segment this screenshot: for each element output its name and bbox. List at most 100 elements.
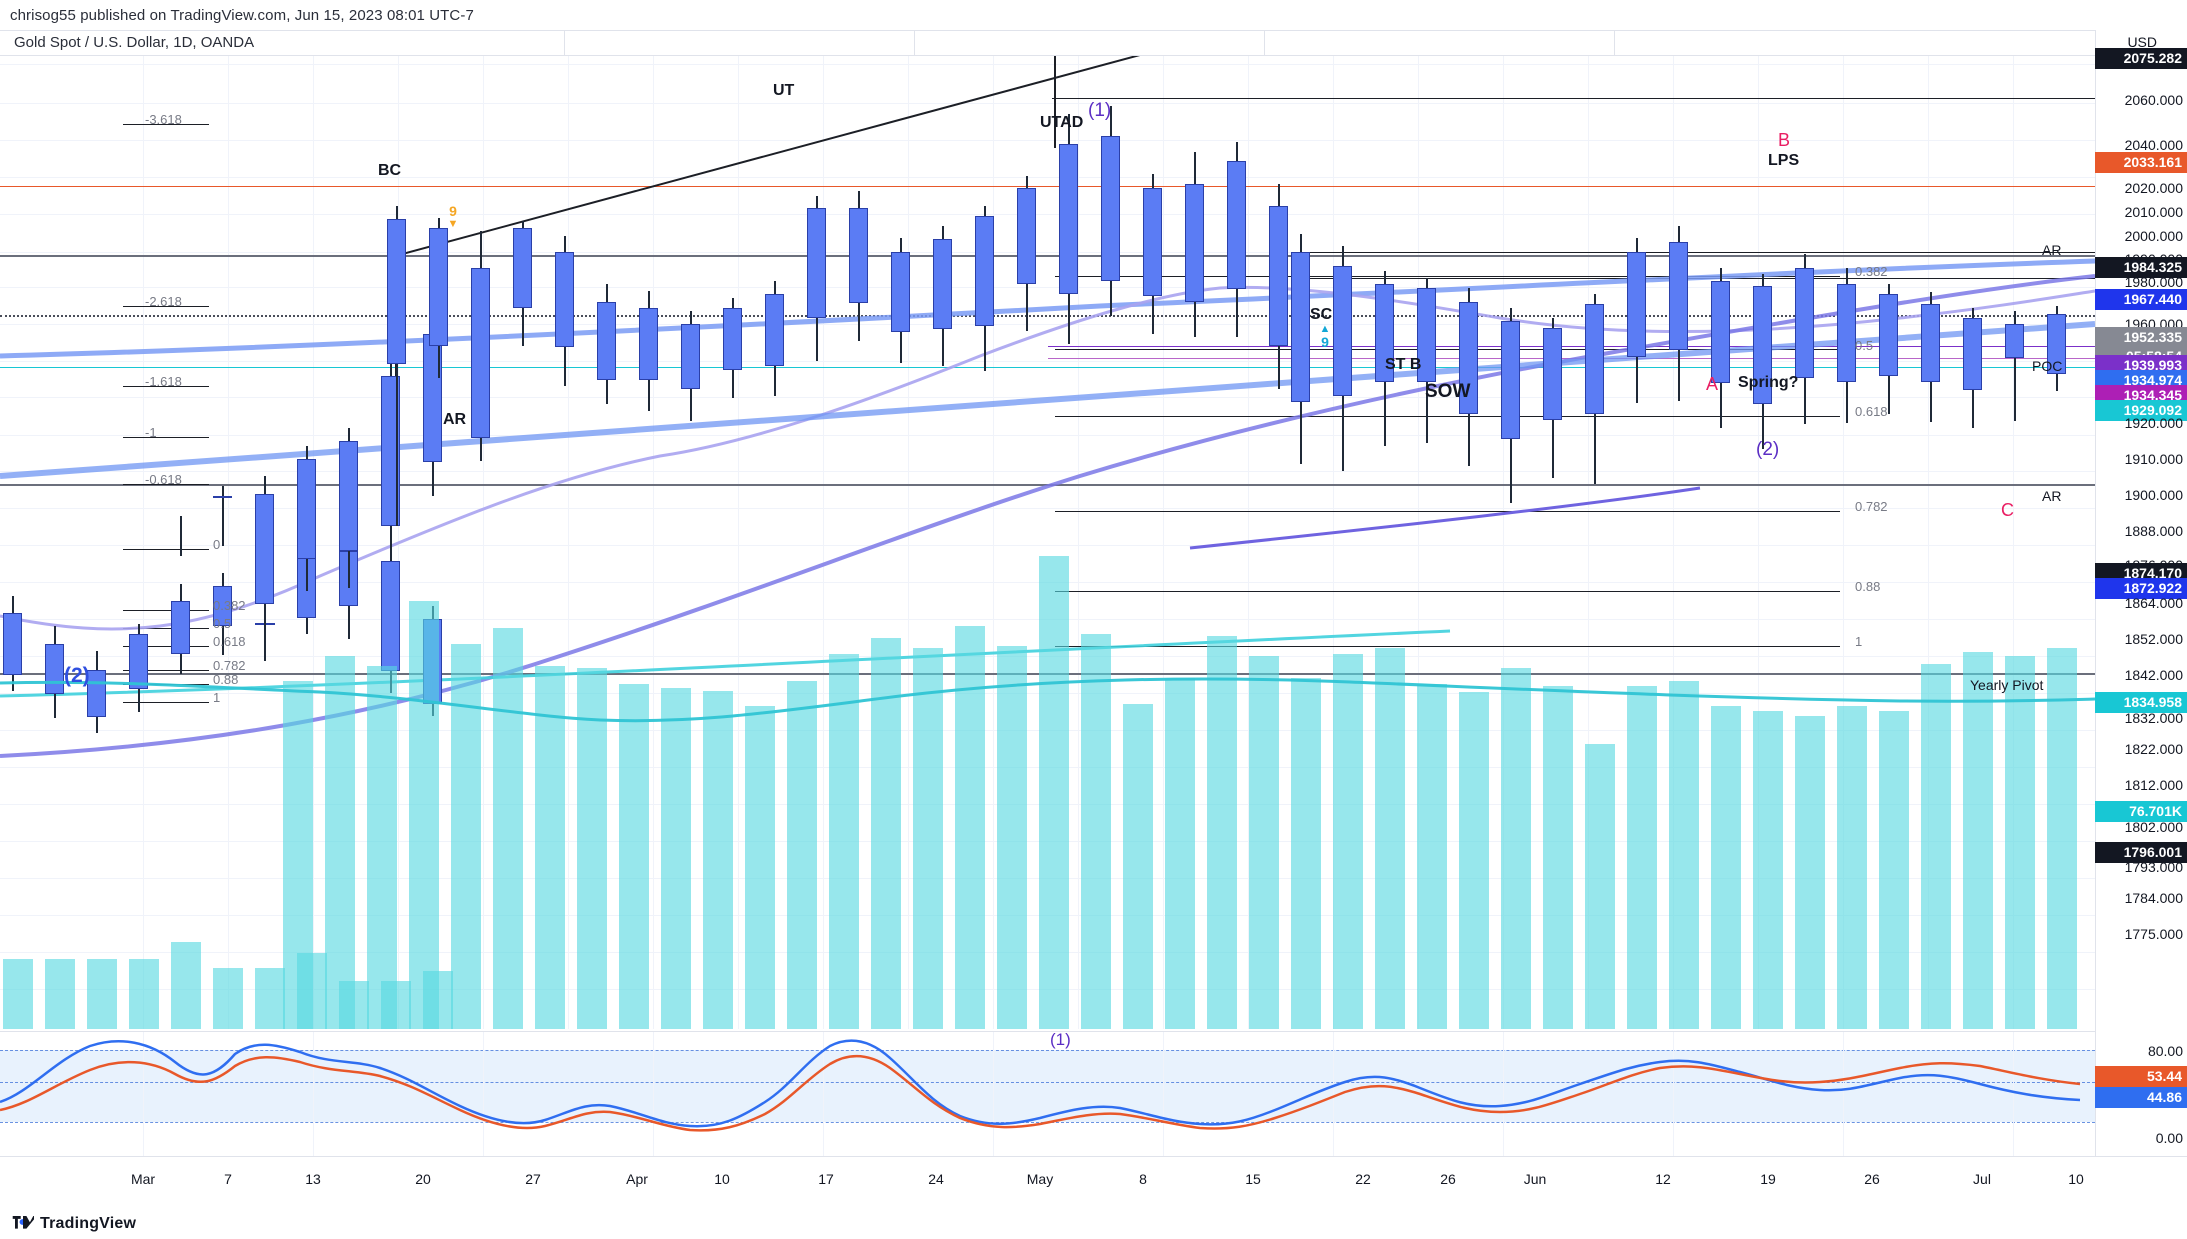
volume-bar	[2005, 656, 2035, 1029]
candle-body	[2005, 324, 2024, 358]
candle-body	[1059, 144, 1078, 294]
volume-bar	[787, 681, 817, 1029]
oscillator-band	[0, 1050, 2095, 1122]
gridline	[0, 287, 2095, 288]
price-badge-black-1984: 1984.325	[2095, 257, 2187, 278]
gridline	[1163, 1032, 1164, 1156]
volume-bar	[829, 654, 859, 1029]
candle-body	[1963, 318, 1982, 390]
annotation-st-b: ST B	[1385, 356, 1422, 373]
fib-seg-left	[123, 610, 209, 611]
annotation-sc: SC	[1310, 306, 1333, 323]
candle-body	[1795, 268, 1814, 378]
legend-bar	[0, 30, 2187, 56]
oscillator-lower-dash	[0, 1122, 2095, 1123]
candle-body	[87, 670, 106, 717]
candle-wick	[222, 486, 224, 546]
gridline	[993, 56, 994, 1029]
annotation-sow: SOW	[1425, 381, 1471, 402]
time-label: 10	[2068, 1171, 2084, 1187]
gridline	[143, 1032, 144, 1156]
annotation-td9-orange: 9 ▼	[442, 203, 464, 230]
candle-body	[849, 208, 868, 303]
gridline	[0, 177, 2095, 178]
axis-tick: 1802.000	[2124, 819, 2183, 835]
tradingview-logo[interactable]: TradingView	[12, 1215, 136, 1233]
candle-body	[1585, 304, 1604, 414]
fib-label-left: 0.382	[213, 598, 246, 613]
volume-bar	[703, 691, 733, 1029]
gridline	[823, 56, 824, 1029]
volume-bar	[171, 942, 201, 1029]
volume-bar	[1123, 704, 1153, 1029]
time-label: 24	[928, 1171, 944, 1187]
price-badge-blue-ma-2: 1872.922	[2095, 578, 2187, 599]
fib-label-left: 0.5	[213, 616, 232, 631]
oscillator-pane[interactable]: (1)	[0, 1031, 2095, 1156]
time-axis[interactable]: Mar 7 13 20 27 Apr 10 17 24 May 8 15 22 …	[0, 1156, 2187, 1209]
gridline	[143, 56, 144, 1029]
volume-bar	[3, 959, 33, 1029]
label-poc: POC	[2032, 358, 2063, 374]
time-label: 17	[818, 1171, 834, 1187]
fib-seg-left	[123, 124, 209, 125]
volume-bar	[1417, 684, 1447, 1029]
candle-body	[381, 376, 400, 526]
td9-orange-label: 9	[449, 203, 457, 219]
volume-bar	[871, 638, 901, 1029]
axis-currency-unit: USD	[2127, 34, 2157, 50]
axis-tick: 1900.000	[2124, 487, 2183, 503]
volume-bar	[1837, 706, 1867, 1029]
gridline	[908, 56, 909, 1029]
volume-bar	[451, 644, 481, 1029]
axis-tick: 1832.000	[2124, 710, 2183, 726]
gridline	[313, 1032, 314, 1156]
volume-bar	[45, 959, 75, 1029]
axis-tick: 2010.000	[2124, 204, 2183, 220]
fib-label-left: -3.618	[145, 112, 182, 127]
volume-bar	[129, 959, 159, 1029]
price-axis[interactable]: USD 2075.282 2060.000 2040.000 2033.161 …	[2095, 30, 2187, 1156]
candle-body	[1269, 206, 1288, 346]
price-badge-orange: 2033.161	[2095, 152, 2187, 173]
axis-tick: 1784.000	[2124, 890, 2183, 906]
gridline	[568, 56, 569, 1029]
volume-bar	[1669, 681, 1699, 1029]
fib-label-right: 0.782	[1855, 499, 1888, 514]
time-label: 7	[224, 1171, 232, 1187]
time-label: Jul	[1973, 1171, 1991, 1187]
volume-bar	[1459, 692, 1489, 1029]
candle-body	[129, 634, 148, 689]
fib-label-right: 0.5	[1855, 338, 1874, 353]
candle-body	[1017, 188, 1036, 284]
volume-bar	[325, 656, 355, 1029]
candle-body	[1879, 294, 1898, 376]
gridline	[653, 56, 654, 1029]
candle-body	[381, 561, 400, 671]
axis-tick: 2000.000	[2124, 228, 2183, 244]
osc-badge-d: 44.86	[2095, 1087, 2187, 1108]
time-label: 27	[525, 1171, 541, 1187]
candle-body	[339, 441, 358, 551]
gridline	[2013, 1032, 2014, 1156]
axis-tick: 1920.000	[2124, 415, 2183, 431]
volume-bar	[1039, 556, 1069, 1029]
fib-label-left: -0.618	[145, 472, 182, 487]
volume-bar	[997, 646, 1027, 1029]
volume-bar	[1249, 656, 1279, 1029]
candle-body	[1101, 136, 1120, 281]
volume-bar	[955, 626, 985, 1029]
candle-body	[1543, 328, 1562, 420]
gridline	[1503, 1032, 1504, 1156]
candle-body	[597, 302, 616, 380]
volume-bar	[1501, 668, 1531, 1029]
volume-bar	[1711, 706, 1741, 1029]
candle-body	[2047, 314, 2066, 374]
candle-body	[1291, 252, 1310, 402]
price-badge-last: 2075.282	[2095, 48, 2187, 69]
price-pane[interactable]: -3.618 -2.618 -1.618 -1 -0.618 0 0.382 0…	[0, 56, 2095, 1029]
gridline	[0, 103, 2095, 104]
symbol-title[interactable]: Gold Spot / U.S. Dollar, 1D, OANDA	[14, 34, 255, 51]
fib-seg-right	[1055, 511, 1840, 512]
volume-bar	[1753, 711, 1783, 1029]
